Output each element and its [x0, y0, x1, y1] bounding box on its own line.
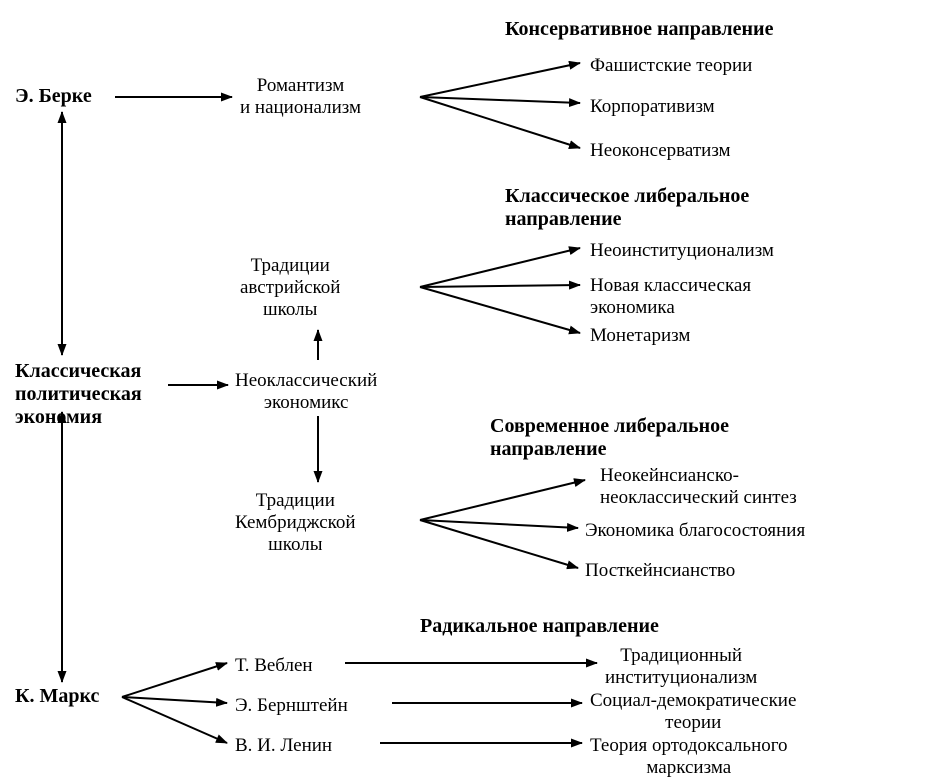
node-neokeyn: Неокейнсианско- неоклассический синтез	[600, 465, 797, 509]
node-neoinst: Неоинституционализм	[590, 240, 774, 262]
edge	[420, 285, 580, 287]
node-h_radical: Радикальное направление	[420, 615, 659, 638]
node-newclass: Новая классическая экономика	[590, 275, 751, 319]
node-neocons: Неоконсерватизм	[590, 140, 731, 162]
edge	[122, 697, 227, 703]
edge	[420, 520, 578, 528]
edge	[122, 663, 227, 697]
node-h_classlib: Классическое либеральное направление	[505, 185, 749, 231]
edge	[420, 520, 578, 568]
edge	[420, 97, 580, 103]
edge	[420, 97, 580, 148]
node-corp: Корпоративизм	[590, 96, 715, 118]
node-bernst: Э. Бернштейн	[235, 695, 348, 717]
edges-layer	[0, 0, 950, 778]
node-neoclass: Неоклассический экономикс	[235, 370, 377, 414]
node-fash: Фашистские теории	[590, 55, 752, 77]
edge	[420, 63, 580, 97]
node-tradinst: Традиционный институционализм	[605, 645, 757, 689]
edge	[122, 697, 227, 743]
node-veblen: Т. Веблен	[235, 655, 313, 677]
node-marx: К. Маркс	[15, 685, 99, 708]
node-postkeyn: Посткейнсианство	[585, 560, 735, 582]
diagram-stage: Э. Берке Классическая политическая эконом…	[0, 0, 950, 778]
node-welfare: Экономика благосостояния	[585, 520, 805, 542]
node-monet: Монетаризм	[590, 325, 690, 347]
edge	[420, 287, 580, 333]
node-h_modlib: Современное либеральное направление	[490, 415, 729, 461]
node-lenin: В. И. Ленин	[235, 735, 332, 757]
node-h_cons: Консервативное направление	[505, 18, 773, 41]
edge	[420, 480, 585, 520]
node-austr: Традиции австрийской школы	[240, 255, 340, 321]
node-socdem: Социал-демократические теории	[590, 690, 796, 734]
node-romant: Романтизм и национализм	[240, 75, 361, 119]
node-cambr: Традиции Кембриджской школы	[235, 490, 356, 556]
edge	[420, 248, 580, 287]
node-class_pol: Классическая политическая экономия	[15, 360, 142, 429]
node-ortho: Теория ортодоксального марксизма	[590, 735, 788, 779]
node-burke: Э. Берке	[15, 85, 92, 108]
